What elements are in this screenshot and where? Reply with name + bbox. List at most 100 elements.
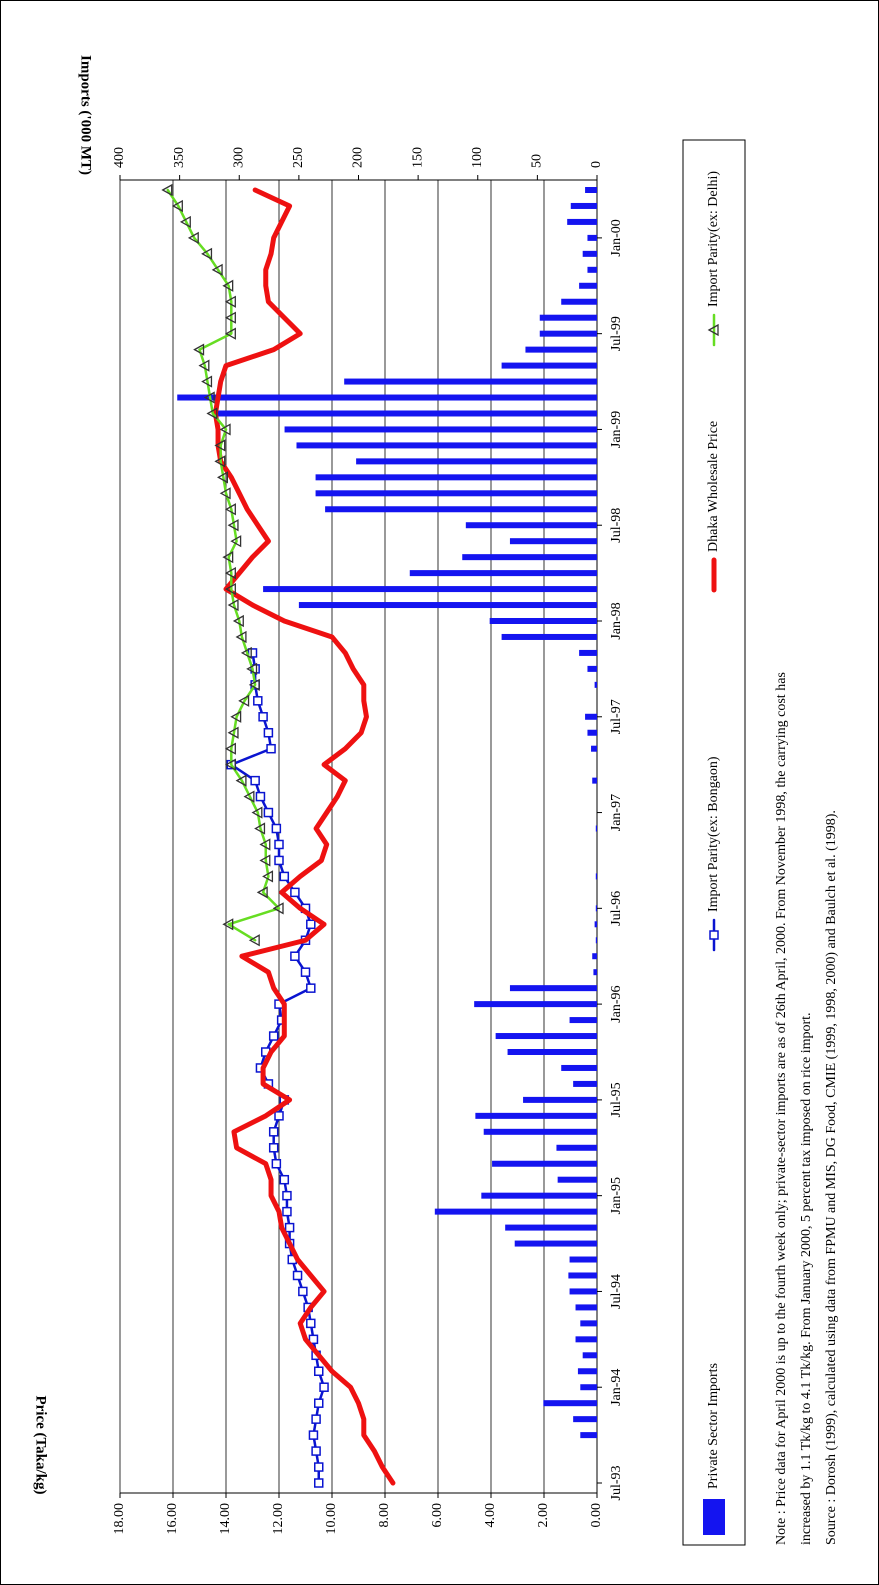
y-tick-label: 4.00: [483, 1503, 498, 1528]
bar: [474, 1001, 597, 1008]
marker: [319, 1382, 329, 1392]
bar: [585, 187, 598, 193]
marker: [248, 678, 260, 691]
bar: [556, 1144, 598, 1151]
bar: [483, 1128, 597, 1135]
marker: [224, 567, 236, 580]
bar: [561, 298, 597, 305]
marker: [201, 247, 213, 260]
bar: [177, 394, 598, 401]
marker: [198, 359, 210, 372]
bar: [592, 777, 597, 784]
marker: [268, 1127, 279, 1137]
y2-tick-label: 400: [112, 147, 127, 168]
bar: [595, 937, 597, 944]
legend-label: Private Sector Imports: [706, 1363, 721, 1489]
marker: [290, 951, 300, 961]
y2-tick-label: 300: [231, 147, 246, 168]
bar: [569, 1017, 598, 1024]
y-tick-label: 16.00: [165, 1503, 180, 1535]
marker: [227, 598, 239, 612]
bar: [315, 474, 597, 481]
bar: [575, 1304, 597, 1311]
marker: [201, 375, 213, 388]
marker: [247, 648, 258, 658]
x-tick-label: Jan-95: [609, 1177, 624, 1214]
bar: [591, 745, 597, 752]
y-tick-label: 8.00: [377, 1503, 392, 1528]
legend-box: [682, 139, 746, 1546]
bar: [593, 969, 597, 976]
bar: [475, 1112, 597, 1119]
x-tick-label: Jul-96: [609, 891, 624, 926]
x-tick-label: Jan-98: [609, 602, 624, 639]
bar: [409, 570, 597, 577]
marker: [292, 1270, 303, 1281]
bar: [573, 1416, 598, 1423]
y2-tick-label: 200: [351, 147, 366, 168]
marker: [222, 918, 234, 931]
x-tick-label: Jul-99: [609, 316, 624, 351]
marker: [238, 694, 250, 707]
marker: [224, 311, 236, 324]
bar: [325, 506, 597, 513]
bar: [481, 1192, 598, 1199]
marker: [230, 535, 242, 548]
marker: [255, 791, 266, 802]
bar: [567, 218, 597, 225]
legend-label: Import Parity(ex: Bongaon): [706, 756, 721, 912]
bar: [573, 1080, 598, 1087]
x-tick-label: Jan-96: [609, 985, 624, 1022]
y-tick-label: 14.00: [218, 1503, 233, 1535]
bar: [509, 985, 598, 992]
bar: [356, 458, 597, 465]
bar: [539, 330, 598, 337]
marker: [219, 423, 231, 436]
marker: [279, 1174, 290, 1185]
marker: [306, 1318, 316, 1329]
marker: [219, 487, 231, 500]
marker: [243, 790, 255, 803]
bar: [580, 1384, 597, 1391]
marker: [235, 630, 247, 644]
marker: [263, 727, 274, 738]
marker: [262, 870, 274, 883]
y2-tick-label: 0: [589, 161, 604, 168]
bar: [585, 713, 598, 720]
bar: [587, 266, 598, 273]
marker: [206, 407, 218, 420]
x-tick-label: Jul-97: [609, 699, 624, 734]
y2-tick-label: 50: [530, 154, 545, 168]
x-tick-label: Jan-99: [609, 411, 624, 448]
x-tick-label: Jul-94: [609, 1274, 624, 1309]
marker: [268, 1031, 279, 1041]
marker: [193, 343, 205, 356]
marker: [224, 503, 236, 516]
marker: [308, 1334, 319, 1345]
marker: [268, 1143, 279, 1153]
marker: [314, 1366, 324, 1377]
marker: [224, 758, 236, 771]
marker: [279, 871, 290, 882]
bar: [587, 729, 598, 736]
line: [212, 187, 396, 1486]
bar: [298, 602, 597, 609]
bar: [575, 1336, 597, 1343]
marker: [311, 1446, 321, 1456]
marker: [271, 1158, 282, 1169]
x-tick-label: Jan-94: [609, 1369, 624, 1406]
marker: [306, 983, 316, 993]
bar: [587, 665, 598, 672]
marker: [224, 295, 236, 308]
marker: [254, 822, 266, 835]
legend-swatch: [703, 1499, 725, 1535]
marker: [290, 887, 300, 898]
marker: [230, 710, 242, 723]
marker: [214, 439, 226, 452]
marker: [227, 726, 239, 739]
marker: [306, 919, 316, 930]
marker: [217, 471, 228, 484]
marker: [274, 855, 284, 866]
y2-tick-label: 150: [410, 147, 425, 168]
y-axis-title: Price (Taka/kg): [33, 1395, 49, 1494]
